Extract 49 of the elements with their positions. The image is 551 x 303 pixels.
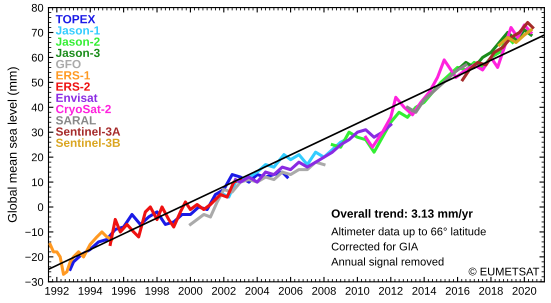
line-series [498,28,533,46]
annotation: Overall trend: 3.13 mm/yr [332,209,473,220]
x-tick-label: 2006 [278,286,302,295]
y-tick-label: 40 [32,104,44,112]
x-tick-label: 1992 [45,286,69,295]
x-tick-label: 2014 [412,286,436,295]
x-tick-label: 1994 [78,286,102,295]
text: Jason-1 [56,26,100,35]
text: Envisat [56,93,98,102]
line-series [234,123,392,184]
y-axis-title: Global mean sea level (mm) [8,67,20,222]
x-tick-label: 2016 [446,286,470,295]
text: Sentinel-3A [56,127,120,136]
y-tick-label: 0 [38,203,44,212]
y-tick-label: −30 [25,278,44,286]
x-tick-label: 2000 [178,286,202,295]
x-tick-label: 1996 [112,286,136,295]
text: CryoSat-2 [56,104,111,116]
x-tick-label: 2018 [479,286,503,295]
annotation: © EUMETSAT [468,268,540,276]
text: SARAL [56,116,96,124]
text: GFO [56,60,81,68]
annotation: Annual signal removed [331,257,444,268]
text: ERS-2 [56,82,90,91]
text: Sentinel-3B [56,138,120,147]
x-tick-label: 2010 [346,286,370,295]
text: TOPEX [56,14,96,24]
text: Jason-2 [56,37,100,46]
y-tick-label: 80 [32,4,44,12]
x-tick-label: 1998 [146,286,169,295]
y-tick-label: −20 [25,253,44,261]
annotation: Altimeter data up to 66° latitude [331,227,486,238]
x-tick-label: 2008 [312,286,336,295]
text: Jason-3 [56,48,100,58]
line-series [406,63,468,114]
x-tick-label: 2020 [512,286,536,295]
x-tick-label: 2002 [212,286,236,295]
y-tick-label: 20 [32,153,44,162]
x-tick-label: 2004 [245,286,270,295]
line-series [108,178,242,246]
x-tick-label: 2012 [378,286,403,295]
y-tick-label: 60 [32,54,44,62]
text: ERS-1 [56,71,90,80]
annotation: Corrected for GIA [332,242,418,250]
y-tick-label: 50 [32,78,44,86]
y-tick-label: −10 [25,228,44,236]
y-tick-label: 70 [32,28,44,37]
y-tick-label: 10 [32,178,44,186]
y-tick-label: 30 [32,128,44,136]
